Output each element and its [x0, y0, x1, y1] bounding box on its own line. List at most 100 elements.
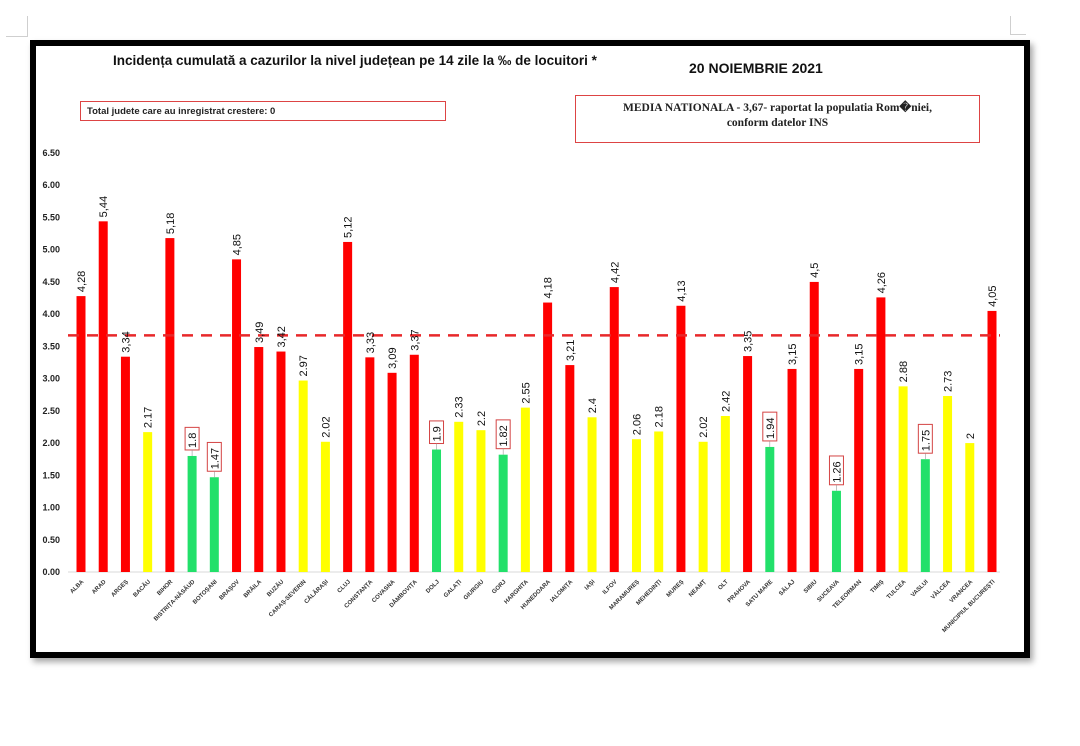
- data-label: 4,42: [609, 262, 621, 283]
- data-label: 3,33: [365, 332, 377, 353]
- bar-giurgiu: [476, 430, 486, 572]
- bar-gorj: [498, 454, 508, 572]
- x-tick-label: ARGEȘ: [111, 579, 130, 598]
- x-tick-label: VÂLCEA: [930, 578, 953, 601]
- y-tick-label: 2.50: [42, 406, 60, 416]
- data-label: 5,18: [165, 213, 177, 234]
- data-label-group: 2.02: [320, 416, 332, 437]
- bar-bistrița-năsăud: [187, 455, 197, 572]
- data-label: 2.73: [943, 371, 955, 392]
- x-tick-label: CLUJ: [337, 579, 352, 594]
- x-tick-label: BRĂILA: [242, 578, 263, 599]
- data-label-group: 5,12: [343, 217, 355, 238]
- data-label-group: 1.82: [495, 419, 511, 450]
- data-label-group: 3,09: [387, 347, 399, 368]
- x-tick-label: IALOMIȚA: [549, 579, 574, 604]
- data-label: 2.02: [320, 416, 332, 437]
- bar-iași: [587, 417, 597, 572]
- bar-satu-mare: [765, 446, 775, 572]
- bar-constanța: [365, 357, 375, 572]
- data-label: 4,28: [76, 271, 88, 292]
- data-label: 3,21: [565, 340, 577, 361]
- data-label: 4,05: [987, 286, 999, 307]
- x-axis-labels: ALBA ARAD ARGEȘ BACĂU BIHORBISTRIȚA-NĂSĂUDBO…: [69, 578, 996, 634]
- bar-mureș: [676, 305, 686, 572]
- bar-hunedoara: [543, 302, 553, 572]
- data-label-group: 3,49: [254, 322, 266, 343]
- bar-covasna: [387, 372, 397, 572]
- y-tick-label: 3.50: [42, 341, 60, 351]
- data-label-group: 2.42: [720, 391, 732, 412]
- data-label: 4,5: [809, 263, 821, 278]
- y-tick-label: 0.00: [42, 567, 60, 577]
- data-label-group: 2.33: [454, 396, 466, 417]
- data-label: 2.2: [476, 411, 488, 426]
- bar-brașov: [232, 259, 242, 572]
- bar-vâlcea: [943, 396, 953, 572]
- y-tick-label: 2.00: [42, 438, 60, 448]
- y-tick-label: 1.00: [42, 503, 60, 513]
- data-label-group: 1.75: [917, 423, 933, 454]
- data-label: 3,49: [254, 322, 266, 343]
- bar-olt: [720, 416, 730, 572]
- data-label-group: 4,42: [609, 262, 621, 283]
- data-label-group: 2.18: [654, 406, 666, 427]
- chart-title: Incidența cumulată a cazurilor la nivel …: [113, 53, 597, 68]
- data-label: 2.17: [143, 407, 155, 428]
- data-label: 4,26: [876, 272, 888, 293]
- bar-maramureș: [631, 439, 641, 572]
- page-corner-mark: [27, 16, 28, 37]
- chart-date: 20 NOIEMBRIE 2021: [689, 60, 823, 76]
- data-label: 4,13: [676, 280, 688, 301]
- bar-caraș-severin: [298, 380, 308, 572]
- data-label-group: 4,05: [987, 286, 999, 307]
- bar-teleorman: [854, 368, 864, 572]
- bar-timiș: [876, 297, 886, 572]
- data-label-group: 1.8: [184, 426, 200, 451]
- data-label-group: 4,13: [676, 280, 688, 301]
- data-label: 2.88: [898, 361, 910, 382]
- data-label: 5,44: [98, 196, 110, 217]
- data-label: 1.94: [765, 418, 777, 439]
- bar-bihor: [165, 238, 175, 572]
- data-label-group: 1.9: [429, 420, 445, 445]
- data-label-group: 1.47: [206, 441, 222, 472]
- data-label: 3,37: [409, 329, 421, 350]
- x-tick-label: NEAMȚ: [688, 579, 708, 599]
- data-label-group: 2.97: [298, 355, 310, 376]
- page-corner-mark: [1010, 34, 1026, 35]
- bar-alba: [76, 296, 86, 572]
- data-label: 1.82: [498, 425, 510, 446]
- y-tick-label: 5.00: [42, 245, 60, 255]
- increase-count-box: Total judete care au inregistrat crester…: [80, 101, 446, 121]
- x-tick-label: BACĂU: [132, 578, 152, 598]
- y-tick-label: 5.50: [42, 212, 60, 222]
- data-label-group: 5,18: [165, 213, 177, 234]
- data-label-group: 2.88: [898, 361, 910, 382]
- data-label: 1.8: [187, 433, 199, 448]
- data-label-group: 4,28: [76, 271, 88, 292]
- data-label-group: 3,33: [365, 332, 377, 353]
- bar-harghita: [520, 407, 530, 572]
- bar-vrancea: [965, 443, 975, 572]
- bar-galați: [454, 421, 464, 572]
- x-tick-label: BRAȘOV: [219, 579, 241, 601]
- data-label: 1.26: [831, 461, 843, 482]
- bar-vaslui: [920, 459, 930, 572]
- page-corner-mark: [6, 36, 28, 37]
- data-label: 1.75: [920, 430, 932, 451]
- data-label-group: 4,5: [809, 263, 821, 278]
- national-average-line1: MEDIA NATIONALA - 3,67- raportat la popu…: [623, 102, 932, 114]
- data-label-group: 4,18: [543, 277, 555, 298]
- data-label: 3,15: [854, 344, 866, 365]
- data-label-group: 5,44: [98, 196, 110, 217]
- y-tick-label: 6.50: [42, 148, 60, 158]
- data-label: 1.47: [209, 448, 221, 469]
- data-label: 2.97: [298, 355, 310, 376]
- data-label: 2.55: [520, 382, 532, 403]
- y-tick-label: 0.50: [42, 535, 60, 545]
- data-label-group: 2.55: [520, 382, 532, 403]
- data-label: 3,42: [276, 326, 288, 347]
- x-tick-label: GALAȚI: [443, 579, 463, 599]
